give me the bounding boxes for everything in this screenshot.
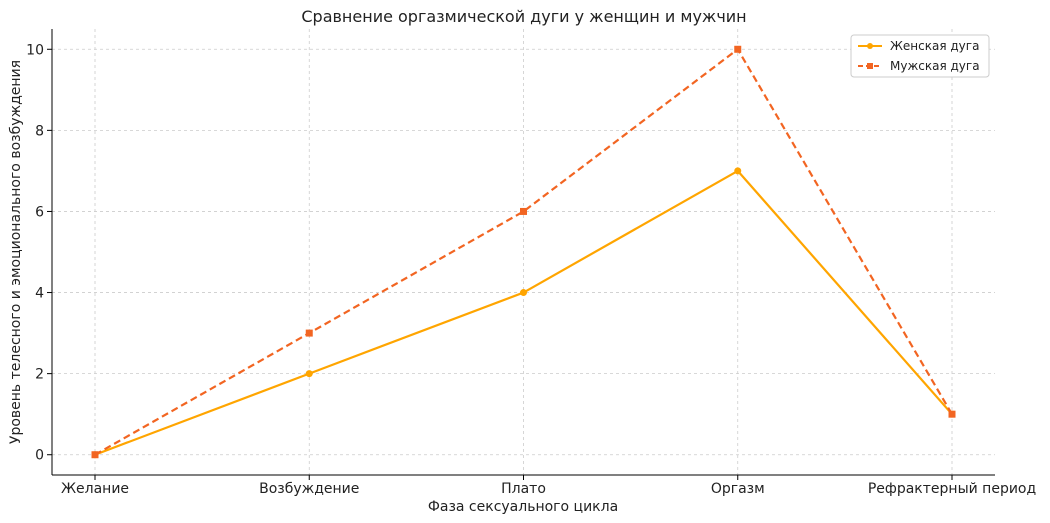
grid [52,29,995,475]
series-line [94,48,953,456]
y-tick-label: 2 [35,367,44,383]
legend: Женская дуга Мужская дуга [850,34,990,78]
legend-label: Женская дуга [890,39,979,53]
legend-label: Мужская дуга [890,59,980,73]
data-point [948,410,956,418]
data-point [520,289,527,297]
y-tick-label: 6 [35,204,44,220]
x-tick-label: Желание [61,481,129,497]
legend-marker [867,43,873,49]
series-male [91,45,956,459]
data-point [305,370,313,378]
legend-marker [867,63,873,69]
data-point [520,207,527,215]
legend-box [850,34,990,78]
y-tick-label: 4 [35,286,44,302]
series-layer [91,45,956,459]
x-tick-label: Возбуждение [259,481,359,497]
x-tick-label: Рефрактерный период [868,481,1036,497]
x-axis-label: Фаза сексуального цикла [428,499,618,515]
y-tick-label: 8 [35,123,44,139]
chart-title: Сравнение оргазмической дуги у женщин и … [301,7,746,26]
x-ticks: Желание Возбуждение Плато Оргазм Рефрактерны… [61,475,1036,497]
y-axis-label: Уровень телесного и эмоционального возбу… [8,60,24,444]
data-point [734,45,742,53]
data-point [305,329,313,337]
data-point [91,451,99,459]
legend-item: Мужская дуга [858,59,980,73]
y-tick-label: 10 [26,42,44,58]
x-tick-label: Оргазм [711,481,765,497]
data-point [734,167,742,175]
y-ticks: 0 2 4 6 8 10 [26,42,52,464]
y-tick-label: 0 [35,448,44,464]
legend-item: Женская дуга [858,39,979,53]
x-tick-label: Плато [501,481,546,497]
